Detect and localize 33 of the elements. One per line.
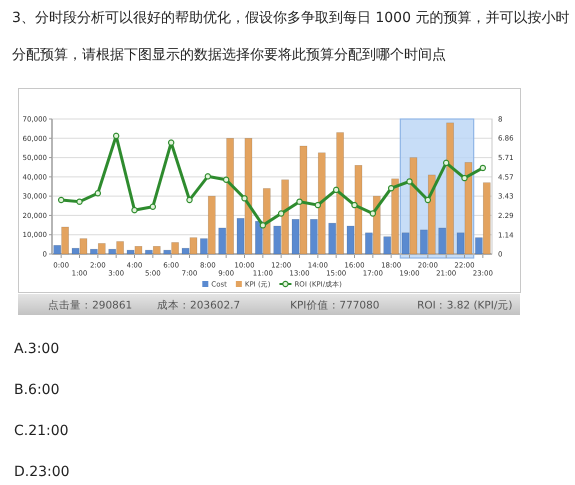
point <box>388 184 394 192</box>
text: KPI价值：777080 <box>290 300 380 312</box>
point <box>112 132 120 140</box>
point <box>131 206 138 214</box>
point <box>168 139 174 146</box>
point <box>94 190 102 196</box>
point <box>76 198 83 205</box>
point <box>296 198 303 205</box>
chart-title: 3、分时段分析可以很好的帮助优化，假设你多争取到每日 1000 元的预算，并可以按小时分配预算，请根据下图显示的数据选择你要将此预算分配到哪个时间点 <box>12 10 570 63</box>
point <box>241 195 248 202</box>
point <box>442 160 450 166</box>
text: B.6:00 <box>14 382 60 398</box>
point <box>480 164 486 172</box>
point <box>406 178 413 185</box>
point <box>204 173 212 180</box>
text: 成本：203602.7 <box>157 298 240 312</box>
text: C.21:00 <box>14 423 69 439</box>
point <box>222 176 230 183</box>
point <box>370 210 376 217</box>
point <box>260 222 266 229</box>
text: D.23:00 <box>14 464 70 480</box>
point <box>332 186 340 194</box>
text: A.3:00 <box>14 341 60 357</box>
point <box>461 174 468 182</box>
point <box>314 202 322 208</box>
point <box>186 196 193 204</box>
text: ROI：3.82 (KPI/元) <box>417 300 513 312</box>
point <box>150 204 156 210</box>
text: 点击量：290861 <box>48 298 132 312</box>
point <box>424 196 432 204</box>
point <box>58 196 64 204</box>
point <box>351 202 358 208</box>
point <box>278 210 284 217</box>
